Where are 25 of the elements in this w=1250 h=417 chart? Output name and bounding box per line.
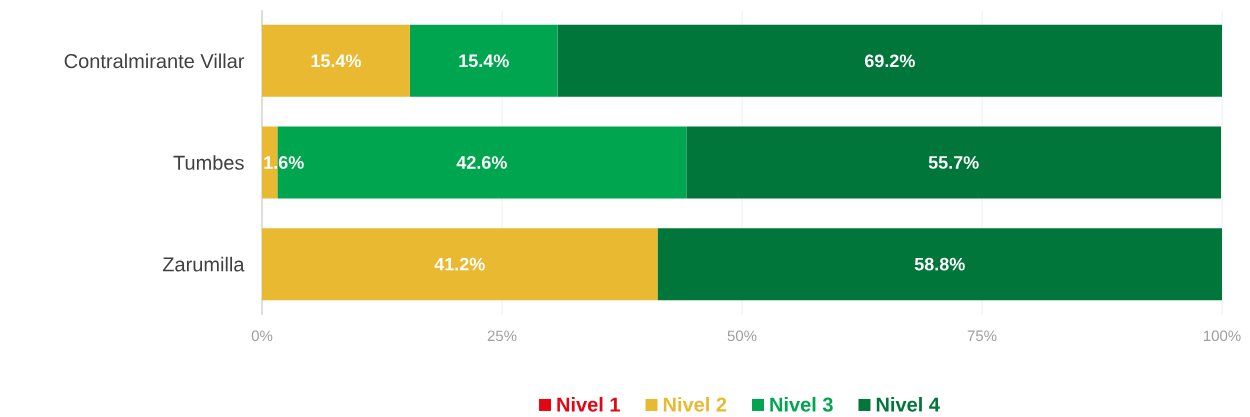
x-tick-label: 25% [487,330,517,342]
bar [686,126,1222,199]
x-tick-label: 100% [1203,330,1241,342]
x-tick-label: 0% [251,330,273,342]
bar [262,24,410,97]
data-label: 69.2% [864,54,915,68]
data-label: 15.4% [459,54,509,68]
y-tick-label: Tumbes [173,155,244,170]
bar [557,24,1222,97]
bar [409,24,558,97]
legend-label: Nivel 2 [663,396,727,412]
bar [657,228,1222,301]
y-tick-label: Zarumilla [162,256,245,272]
x-tick-label: 75% [967,330,997,342]
data-label: 41.2% [434,257,485,271]
bar [262,228,658,301]
data-label: 15.4% [311,54,361,68]
legend-label: Nivel 1 [557,396,620,412]
x-tick-label: 50% [727,330,757,342]
data-label: 55.7% [928,156,979,169]
y-tick-label: Contralmirante Villar [64,53,245,69]
data-label: 58.8% [914,257,965,271]
legend-label: Nivel 3 [770,396,833,412]
legend-label: Nivel 4 [876,396,940,412]
data-label: 42.6% [456,156,507,169]
